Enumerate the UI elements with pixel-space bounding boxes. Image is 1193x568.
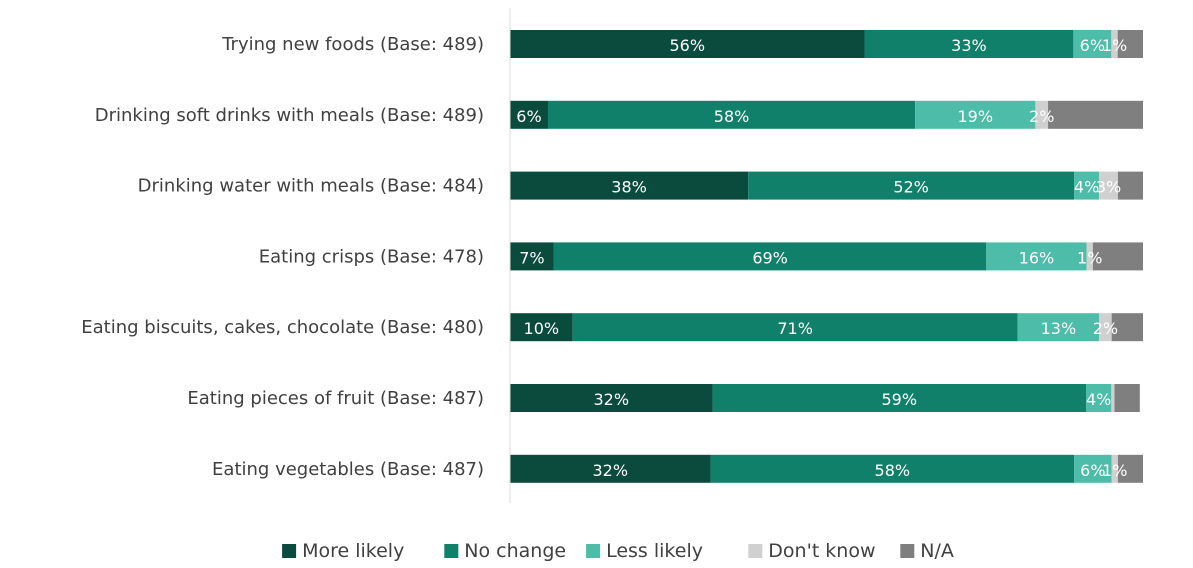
data-label: 52% — [893, 178, 929, 197]
data-label: 56% — [669, 36, 705, 55]
data-label: 38% — [611, 178, 647, 197]
bar-segment — [1086, 384, 1112, 412]
legend-swatch — [282, 544, 297, 558]
bar-segment — [1099, 171, 1118, 200]
bar-segment — [1117, 454, 1143, 483]
bar-segment — [1111, 30, 1118, 58]
data-label: 16% — [1019, 248, 1055, 267]
bar-segment — [510, 171, 749, 200]
data-label: 58% — [714, 107, 750, 126]
legend-label: N/A — [920, 540, 954, 562]
data-label: 4% — [1147, 36, 1172, 55]
bars-layer — [510, 30, 1143, 483]
legend-label: More likely — [302, 540, 404, 562]
category-label: Drinking water with meals (Base: 484) — [138, 176, 484, 197]
legend: More likely No change Less likely Don't kno… — [282, 540, 954, 562]
category-label: Trying new foods (Base: 489) — [221, 34, 484, 55]
bar-segment — [1074, 171, 1100, 200]
category-label: Eating vegetables (Base: 487) — [212, 459, 484, 480]
bar-segment — [1117, 30, 1143, 58]
data-label: 6% — [516, 107, 541, 126]
bar-segment — [986, 242, 1087, 271]
data-label: 1% — [1102, 461, 1127, 480]
data-label: 6% — [1080, 36, 1105, 55]
data-label: 4% — [1074, 178, 1099, 197]
bar-segment — [510, 454, 711, 483]
bar-segment — [748, 171, 1075, 200]
bar-segment — [1048, 100, 1143, 129]
data-label: 58% — [875, 461, 911, 480]
legend-swatch — [748, 544, 763, 558]
category-label: Drinking soft drinks with meals (Base: 4… — [95, 105, 484, 126]
bar-segment — [1117, 171, 1143, 200]
bar-segment — [1035, 100, 1049, 129]
segment-labels: 56% 33% 6%1% 4%6% 58% 19% 2% 15%38% 52% 4%3% 4%7% 6… — [516, 36, 1193, 480]
data-label: 1%4% — [1147, 390, 1193, 409]
category-label: Eating crisps (Base: 478) — [259, 246, 484, 267]
data-label: 10% — [524, 319, 560, 338]
bar-segment — [1092, 242, 1143, 271]
bar-segment — [710, 454, 1075, 483]
data-label: 32% — [592, 461, 628, 480]
data-label: 8% — [1147, 248, 1172, 267]
data-label: 32% — [593, 390, 629, 409]
data-label: 5% — [1147, 319, 1172, 338]
category-label: Eating pieces of fruit (Base: 487) — [187, 388, 484, 409]
legend-label: No change — [464, 540, 566, 562]
bar-segment — [510, 384, 713, 412]
bar-segment — [1074, 454, 1112, 483]
bar-segment — [1111, 384, 1115, 412]
legend-label: Don't know — [768, 540, 875, 562]
data-label: 6% — [1080, 461, 1105, 480]
data-label: 69% — [752, 248, 788, 267]
data-label: 4% — [1147, 461, 1172, 480]
data-label: 19% — [957, 107, 993, 126]
data-label: 13% — [1041, 319, 1077, 338]
legend-swatch — [586, 544, 601, 558]
data-label: 59% — [882, 390, 918, 409]
bar-segment — [572, 313, 1018, 342]
data-label: 7% — [519, 248, 544, 267]
data-label: 4% — [1147, 178, 1172, 197]
bar-segment — [915, 100, 1036, 129]
bar-segment — [510, 100, 548, 129]
bar-segment — [1111, 454, 1118, 483]
bar-segment — [1114, 384, 1140, 412]
data-label: 1% — [1102, 36, 1127, 55]
legend-swatch — [444, 544, 459, 558]
legend-label: Less likely — [606, 540, 703, 562]
bar-segment — [553, 242, 987, 271]
legend-swatch — [900, 544, 915, 558]
data-label: 71% — [777, 319, 813, 338]
bar-segment — [864, 30, 1074, 58]
bar-segment — [1017, 313, 1100, 342]
bar-segment — [1111, 313, 1143, 342]
bar-segment — [1073, 30, 1112, 58]
bar-segment — [712, 384, 1087, 412]
bar-segment — [1099, 313, 1112, 342]
bar-segment — [547, 100, 916, 129]
data-label: 1% — [1077, 248, 1102, 267]
bar-segment — [510, 313, 573, 342]
bar-segment — [510, 242, 554, 271]
bar-segment — [510, 30, 865, 58]
data-label: 3% — [1096, 178, 1121, 197]
data-label: 2% — [1093, 319, 1118, 338]
category-labels: Trying new foods (Base: 489) Drinking sof… — [81, 34, 484, 480]
data-label: 33% — [951, 36, 987, 55]
data-label: 15% — [1147, 107, 1183, 126]
data-label: 4% — [1086, 390, 1111, 409]
category-label: Eating biscuits, cakes, chocolate (Base:… — [81, 317, 484, 338]
bar-segment — [1086, 242, 1093, 271]
data-label: 2% — [1029, 107, 1054, 126]
